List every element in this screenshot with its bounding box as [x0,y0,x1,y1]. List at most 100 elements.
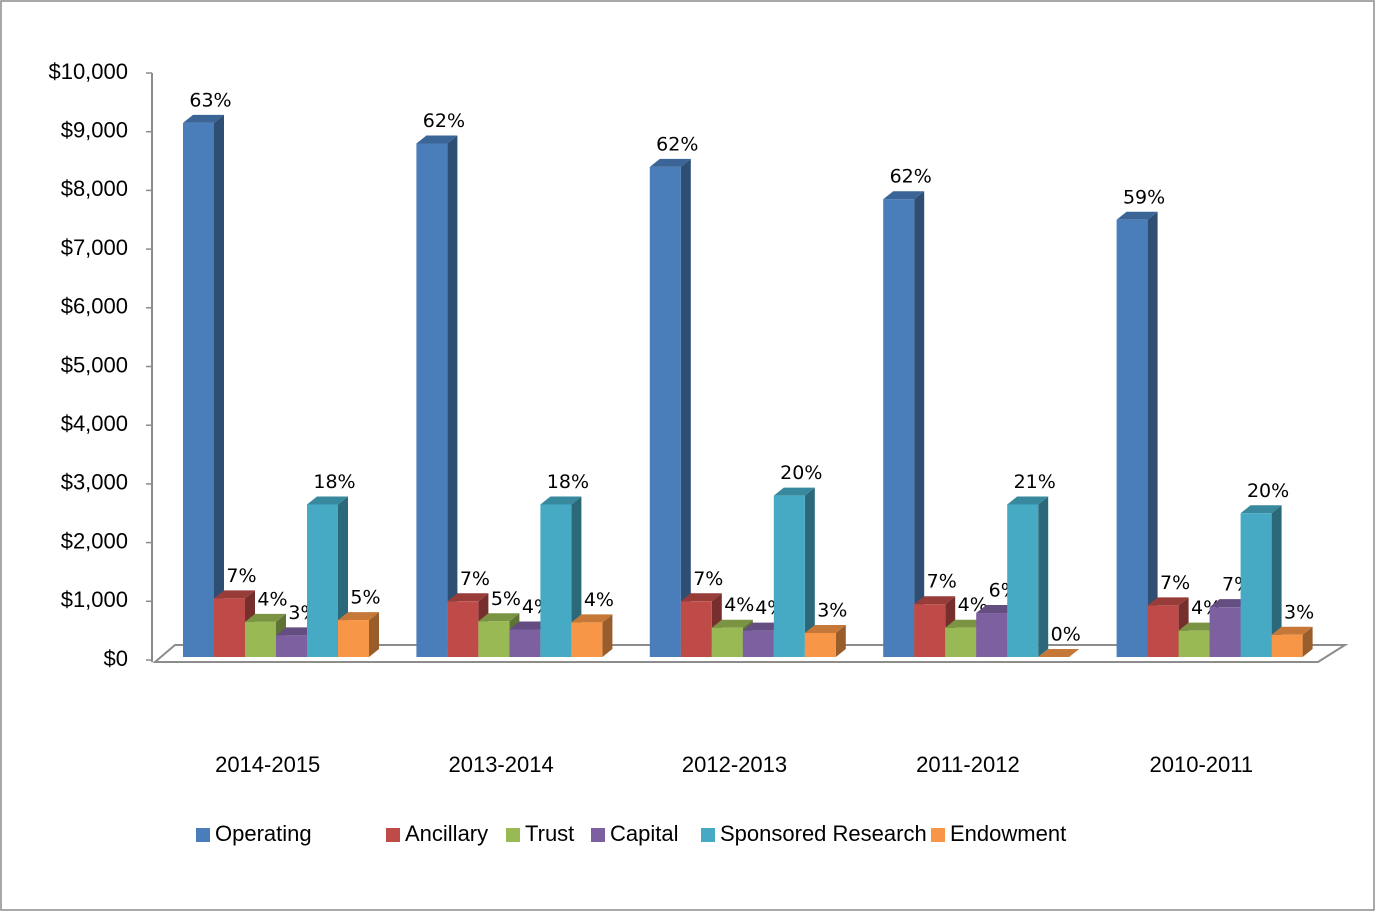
bar-side [1302,626,1313,657]
y-tick-label: $5,000 [61,352,128,377]
bar-top [1147,597,1189,606]
data-label: 7% [927,571,957,593]
data-label: 4% [724,594,754,616]
data-label: 21% [1014,471,1056,493]
bar-side [214,114,224,657]
bar-front [183,122,214,657]
legend-swatch [506,828,520,842]
data-label: 18% [547,471,589,493]
y-tick-label: $7,000 [61,235,128,260]
y-tick-label: $1,000 [61,587,128,612]
bar-front [1271,634,1303,657]
bar-front [447,601,479,657]
data-label: 5% [350,587,380,609]
bar [447,593,489,657]
data-label: 5% [491,588,521,610]
x-tick-label: 2011-2012 [916,752,1020,777]
y-tick-label: $8,000 [61,176,128,201]
bar [416,135,458,657]
bar-top [804,624,846,633]
bar-top [478,613,520,622]
bar-top [773,487,815,496]
x-tick-label: 2012-2013 [682,752,787,777]
data-label: 7% [693,568,723,590]
data-label: 63% [189,89,231,111]
bar-front [945,627,977,657]
legend-label: Operating [215,821,312,846]
bar-front [214,598,245,657]
bar [1271,626,1313,657]
bar-front [1116,219,1148,657]
bar-top [1178,622,1220,631]
bar-front [1209,607,1241,657]
bar-front [307,504,338,657]
bar-side [835,624,846,657]
bar-top [976,605,1018,614]
bar-side [1271,505,1282,657]
bar-side [680,158,691,658]
bar-front [509,629,541,657]
bar-side [804,487,815,657]
bar-front [742,630,774,657]
data-label: 20% [780,462,822,484]
y-tick-label: $2,000 [61,528,128,553]
x-tick-label: 2013-2014 [448,752,553,777]
bar-side [914,191,925,657]
data-label: 7% [1160,572,1190,594]
bar-front [1240,513,1272,657]
data-label: 18% [313,471,355,493]
bar-side [602,614,613,657]
bar-front [478,621,510,657]
y-tick-label: $10,000 [48,59,128,84]
bar-top [183,114,224,123]
legend-swatch [591,828,605,842]
data-label: 4% [584,589,614,611]
bar-front [883,199,915,657]
data-label: 4% [257,588,287,610]
y-tick-label: $9,000 [61,118,128,143]
bar-front [276,635,307,657]
legend-swatch [931,828,945,842]
bar-top [1007,496,1049,505]
bar-top [338,612,379,621]
y-tick-label: $4,000 [61,411,128,436]
data-label: 62% [656,133,698,155]
bar-top [1240,505,1282,514]
bar-front [540,504,572,657]
bar-top [214,590,255,599]
bar-top [447,593,489,602]
bar-top [914,596,956,605]
y-tick-label: $6,000 [61,294,128,319]
data-label: 62% [423,110,465,132]
bar [540,496,582,657]
bar-top [711,619,753,628]
x-tick-label: 2014-2015 [215,752,320,777]
legend-swatch [386,828,400,842]
bar-front [1178,630,1210,657]
legend-swatch [196,828,210,842]
data-label: 3% [1284,601,1314,623]
bar-front [976,613,1008,657]
bar [1007,496,1049,657]
bar-top [245,613,286,622]
bar [914,596,956,657]
bar-top [276,627,317,636]
bar-front [773,495,805,657]
data-label: 3% [817,599,847,621]
bar-top [680,593,722,602]
bar-top [307,496,348,505]
bar-front [649,166,681,658]
bar-front [804,632,836,657]
bar [773,487,815,657]
bar-front [338,620,369,657]
bar [1147,597,1189,657]
data-label: 20% [1247,480,1289,502]
bar-top [1209,599,1251,608]
bar-top [649,158,691,167]
legend-swatch [701,828,715,842]
bar-top [1038,649,1080,657]
bar-top [540,496,582,505]
bar-front [711,627,743,657]
bar-top [416,135,458,144]
